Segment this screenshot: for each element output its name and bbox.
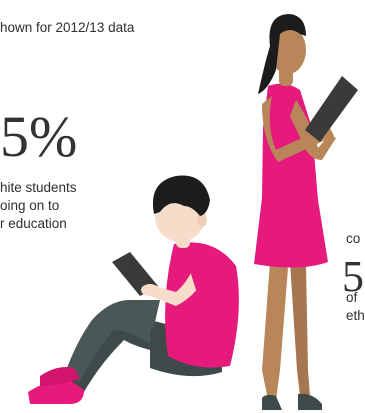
boy-shoe-back <box>40 367 80 386</box>
standing-woman-figure <box>254 14 358 410</box>
woman-shoe-left <box>262 394 282 410</box>
right-stat-caption-line-2: eth <box>346 308 365 323</box>
woman-shoe-right <box>298 393 322 410</box>
boy-shirt <box>165 242 239 368</box>
woman-arm-right <box>290 100 336 160</box>
boy-hand <box>141 284 159 296</box>
seated-boy-figure <box>28 175 239 404</box>
data-year-note: hown for 2012/13 data <box>0 20 135 35</box>
left-stat-value: 5% <box>0 104 78 169</box>
boy-hair <box>152 175 210 216</box>
right-stat-intro-fragment: co <box>346 231 361 246</box>
woman-leg-left <box>262 262 288 400</box>
boy-ear <box>197 213 207 227</box>
right-stat-value: 5 <box>342 252 364 301</box>
left-stat-caption-line-3: r education <box>0 216 67 231</box>
woman-hair <box>258 14 306 94</box>
right-stat-caption-line-1: of <box>346 290 358 305</box>
woman-leg-right <box>290 262 310 396</box>
woman-tablet <box>305 76 358 142</box>
woman-arm-left <box>262 96 334 162</box>
boy-sleeve <box>186 256 215 290</box>
left-stat-caption-line-1: hite students <box>0 180 77 195</box>
left-stat-caption-line-2: oing on to <box>0 198 60 213</box>
boy-leg-front <box>64 300 160 382</box>
